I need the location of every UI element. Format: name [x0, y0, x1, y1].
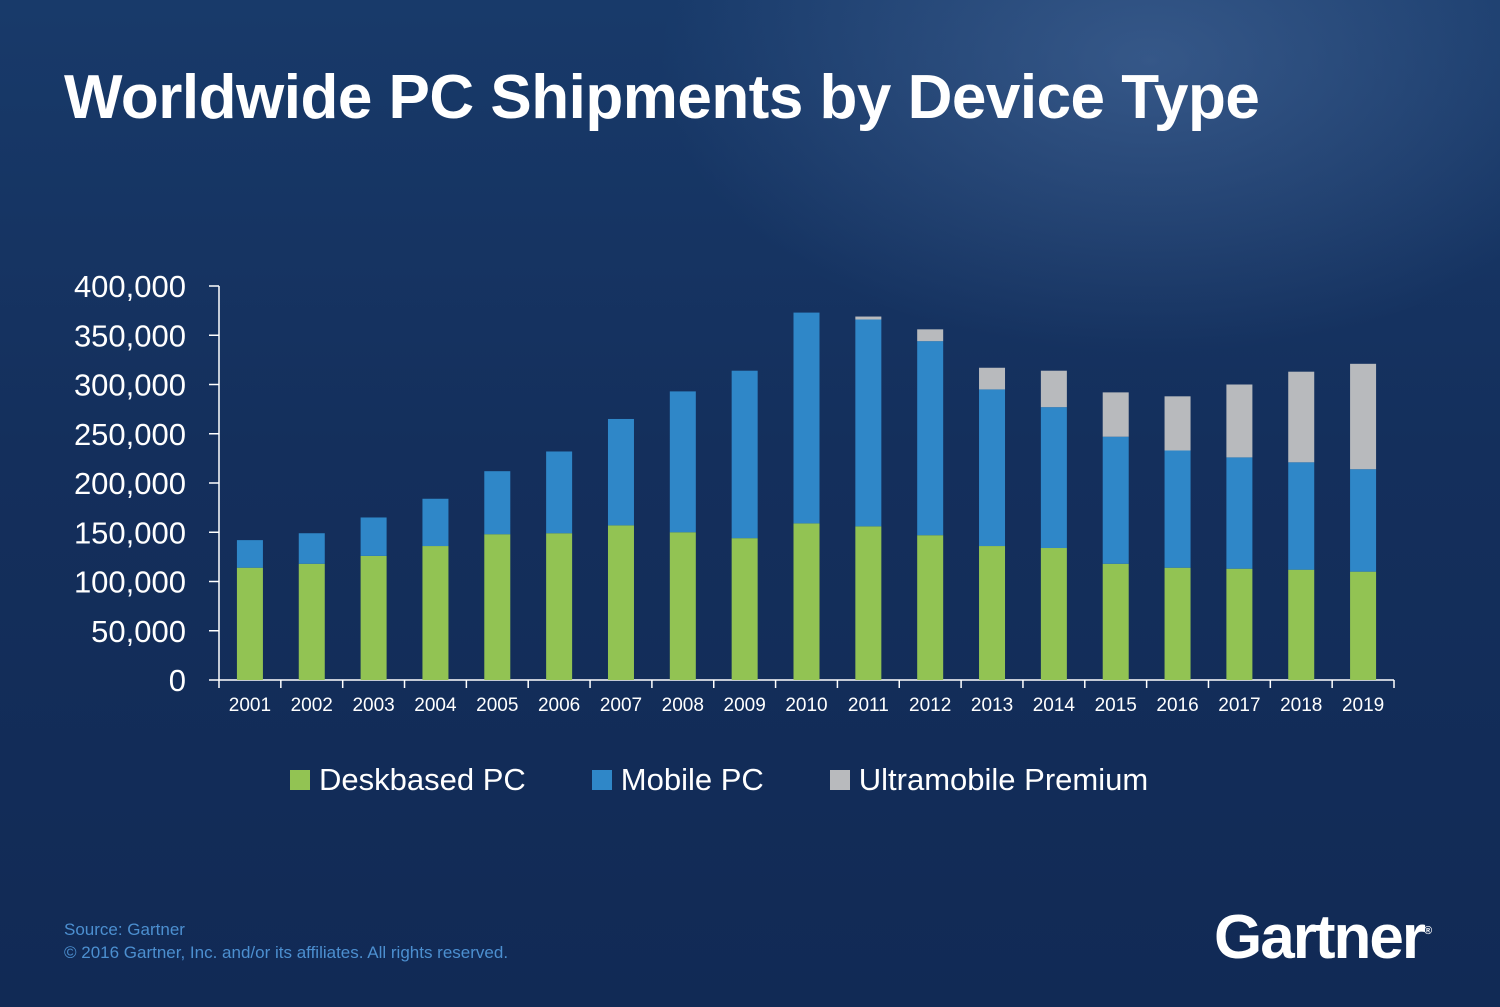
- bar-segment-deskbased-pc: Deskbased PC 2014: 134000: [1040, 548, 1067, 680]
- bar-segment-mobile-pc: Mobile PC 2009: 170000: [731, 370, 758, 539]
- bar-segment-deskbased-pc: Deskbased PC 2005: 148000: [484, 534, 511, 680]
- legend-label: Ultramobile Premium: [858, 762, 1149, 797]
- bar-segment-mobile-pc: Mobile PC 2013: 159000: [979, 389, 1006, 547]
- bar-segment-deskbased-pc: Deskbased PC 2006: 149000: [546, 533, 573, 680]
- x-tick-label: 2011: [848, 695, 889, 716]
- legend-item-deskbased-pc: Deskbased PC: [290, 762, 526, 798]
- x-tick-label: 2007: [600, 695, 642, 716]
- bar-segment-deskbased-pc: Deskbased PC 2015: 118000: [1102, 563, 1129, 680]
- bar-segment-mobile-pc: Mobile PC 2014: 143000: [1040, 407, 1067, 549]
- legend-label: Mobile PC: [620, 762, 764, 797]
- bar-segment-deskbased-pc: Deskbased PC 2001: 114000: [236, 567, 263, 680]
- y-tick-label: 150,000: [74, 515, 186, 550]
- bar-segment-mobile-pc: Mobile PC 2003: 39000: [360, 517, 387, 556]
- legend-swatch: [829, 770, 850, 790]
- x-tick-label: 2013: [971, 695, 1013, 716]
- x-tick-label: 2009: [724, 695, 766, 716]
- x-tick-label: 2019: [1342, 695, 1384, 716]
- bar-segment-deskbased-pc: Deskbased PC 2002: 118000: [298, 563, 325, 680]
- bar-segment-deskbased-pc: Deskbased PC 2009: 144000: [731, 538, 758, 680]
- bar-segment-ultramobile-premium: Ultramobile Premium 2014: 37000: [1040, 370, 1067, 408]
- bar-segment-ultramobile-premium: Ultramobile Premium 2016: 55000: [1164, 396, 1191, 451]
- bar-segment-ultramobile-premium: Ultramobile Premium 2013: 22000: [979, 367, 1006, 390]
- x-tick-label: 2012: [909, 695, 951, 716]
- bar-segment-deskbased-pc: Deskbased PC 2004: 136000: [422, 546, 449, 680]
- bar-segment-ultramobile-premium: Ultramobile Premium 2017: 74000: [1226, 384, 1253, 458]
- y-tick-label: 400,000: [74, 269, 186, 304]
- bar-segment-mobile-pc: Mobile PC 2006: 83000: [546, 451, 573, 534]
- footer: Source: Gartner © 2016 Gartner, Inc. and…: [64, 918, 508, 964]
- source-text: Source: Gartner: [64, 920, 185, 939]
- x-tick-label: 2006: [538, 695, 580, 716]
- bar-segment-ultramobile-premium: Ultramobile Premium 2015: 45000: [1102, 392, 1129, 437]
- bar-segment-deskbased-pc: Deskbased PC 2016: 114000: [1164, 567, 1191, 680]
- bars: Deskbased PC 2001: 114000Mobile PC 2001:…: [236, 312, 1377, 680]
- bar-segment-deskbased-pc: Deskbased PC 2010: 159000: [793, 523, 820, 680]
- y-tick-label: 0: [169, 663, 186, 698]
- bar-segment-deskbased-pc: Deskbased PC 2017: 113000: [1226, 568, 1253, 680]
- bar-segment-deskbased-pc: Deskbased PC 2012: 147000: [917, 535, 944, 680]
- bar-segment-mobile-pc: Mobile PC 2018: 109000: [1288, 462, 1315, 570]
- x-tick-label: 2008: [662, 695, 704, 716]
- bar-segment-deskbased-pc: Deskbased PC 2013: 136000: [979, 546, 1006, 680]
- x-tick-label: 2015: [1095, 695, 1137, 716]
- bar-segment-mobile-pc: Mobile PC 2015: 129000: [1102, 436, 1129, 564]
- bar-segment-deskbased-pc: Deskbased PC 2003: 126000: [360, 555, 387, 680]
- bar-segment-mobile-pc: Mobile PC 2004: 48000: [422, 498, 449, 547]
- bar-segment-mobile-pc: Mobile PC 2002: 31000: [298, 533, 325, 564]
- x-tick-label: 2005: [476, 695, 518, 716]
- x-tick-label: 2017: [1218, 695, 1260, 716]
- chart-title: Worldwide PC Shipments by Device Type: [64, 63, 1260, 132]
- bar-segment-mobile-pc: Mobile PC 2016: 119000: [1164, 450, 1191, 568]
- bar-segment-mobile-pc: Mobile PC 2019: 104000: [1350, 469, 1377, 572]
- x-tick-label: 2014: [1033, 695, 1076, 716]
- bar-segment-mobile-pc: Mobile PC 2008: 143000: [669, 391, 696, 533]
- x-tick-label: 2016: [1156, 695, 1198, 716]
- x-tick-label: 2018: [1280, 695, 1322, 716]
- x-tick-label: 2010: [785, 695, 827, 716]
- bar-segment-mobile-pc: Mobile PC 2012: 197000: [917, 341, 944, 536]
- legend-swatch: [290, 770, 310, 790]
- x-axis: 2001 2002 2003 2004 2005 2006 2007 2008 2009 2010…: [218, 679, 1395, 716]
- bar-segment-mobile-pc: Mobile PC 2001: 28000: [236, 540, 263, 568]
- bar-segment-mobile-pc: Mobile PC 2017: 113000: [1226, 457, 1253, 569]
- bar-segment-deskbased-pc: Deskbased PC 2011: 156000: [855, 526, 882, 680]
- bar-segment-deskbased-pc: Deskbased PC 2008: 150000: [669, 532, 696, 680]
- y-tick-label: 350,000: [74, 318, 186, 353]
- copyright-text: © 2016 Gartner, Inc. and/or its affiliat…: [64, 943, 509, 962]
- legend-swatch: [591, 770, 612, 790]
- y-tick-label: 50,000: [91, 614, 186, 649]
- bar-segment-ultramobile-premium: Ultramobile Premium 2018: 92000: [1288, 371, 1315, 463]
- bar-segment-deskbased-pc: Deskbased PC 2007: 157000: [607, 525, 634, 680]
- registered-mark: ®: [1423, 925, 1433, 938]
- y-tick-label: 300,000: [74, 368, 186, 403]
- x-tick-label: 2002: [291, 695, 333, 716]
- y-tick-label: 100,000: [74, 565, 186, 600]
- y-tick-label: 250,000: [74, 417, 186, 452]
- x-tick-label: 2004: [414, 695, 457, 716]
- bar-segment-mobile-pc: Mobile PC 2011: 210000: [855, 319, 882, 527]
- legend-item-ultramobile-premium: Ultramobile Premium: [829, 762, 1149, 798]
- bar-segment-deskbased-pc: Deskbased PC 2019: 110000: [1350, 571, 1377, 680]
- bar-segment-mobile-pc: Mobile PC 2010: 214000: [793, 312, 820, 524]
- y-axis: 0 50,000 100,000 150,000 200,000 250,000 300,0…: [74, 269, 220, 698]
- legend: Deskbased PC Mobile PC Ultramobile Premium: [290, 760, 1148, 800]
- legend-label: Deskbased PC: [319, 762, 526, 797]
- bar-segment-mobile-pc: Mobile PC 2007: 108000: [607, 418, 634, 526]
- x-tick-label: 2001: [229, 695, 271, 716]
- bar-segment-ultramobile-premium: Ultramobile Premium 2012: 12000: [917, 329, 944, 342]
- x-tick-label: 2003: [352, 695, 394, 716]
- legend-item-mobile-pc: Mobile PC: [591, 762, 764, 798]
- bar-segment-ultramobile-premium: Ultramobile Premium 2019: 107000: [1350, 363, 1377, 470]
- logo-text: Gartner: [1214, 903, 1426, 972]
- bar-segment-ultramobile-premium: Ultramobile Premium 2011: 3000: [855, 316, 882, 320]
- gartner-logo: Gartner®: [1214, 902, 1432, 973]
- y-tick-label: 200,000: [74, 466, 186, 501]
- bar-segment-deskbased-pc: Deskbased PC 2018: 112000: [1288, 569, 1315, 680]
- bar-segment-mobile-pc: Mobile PC 2005: 64000: [484, 471, 511, 535]
